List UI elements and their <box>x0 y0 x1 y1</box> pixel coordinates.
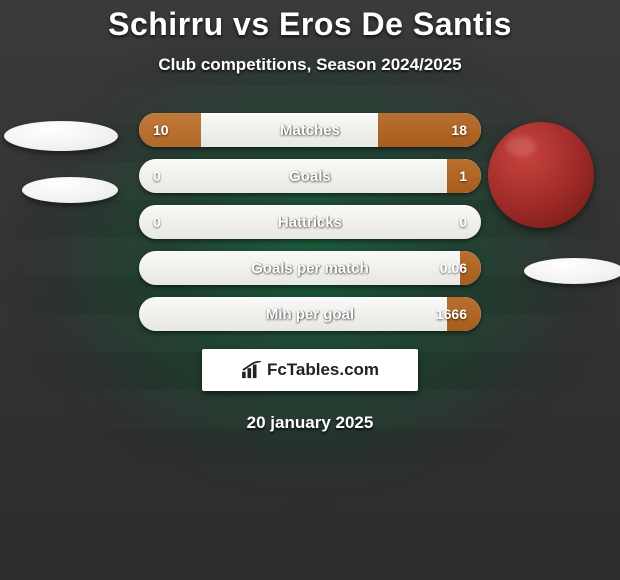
brand-badge: FcTables.com <box>202 349 418 391</box>
stat-row: 01Goals <box>139 159 481 193</box>
page-title: Schirru vs Eros De Santis <box>108 6 512 43</box>
stat-label: Goals <box>139 159 481 193</box>
player-avatar-right <box>488 122 594 228</box>
stat-row: 00Hattricks <box>139 205 481 239</box>
date-label: 20 january 2025 <box>247 413 374 433</box>
stat-row: 1018Matches <box>139 113 481 147</box>
chart-icon <box>241 361 263 379</box>
stat-label: Min per goal <box>139 297 481 331</box>
stat-label: Goals per match <box>139 251 481 285</box>
stat-row: 1666Min per goal <box>139 297 481 331</box>
stat-row: 0.06Goals per match <box>139 251 481 285</box>
brand-text: FcTables.com <box>267 360 379 380</box>
stat-label: Matches <box>139 113 481 147</box>
subtitle: Club competitions, Season 2024/2025 <box>158 55 461 75</box>
stats-bars: 1018Matches 01Goals 00Hattricks 0.06Goals p… <box>139 113 481 331</box>
stat-label: Hattricks <box>139 205 481 239</box>
